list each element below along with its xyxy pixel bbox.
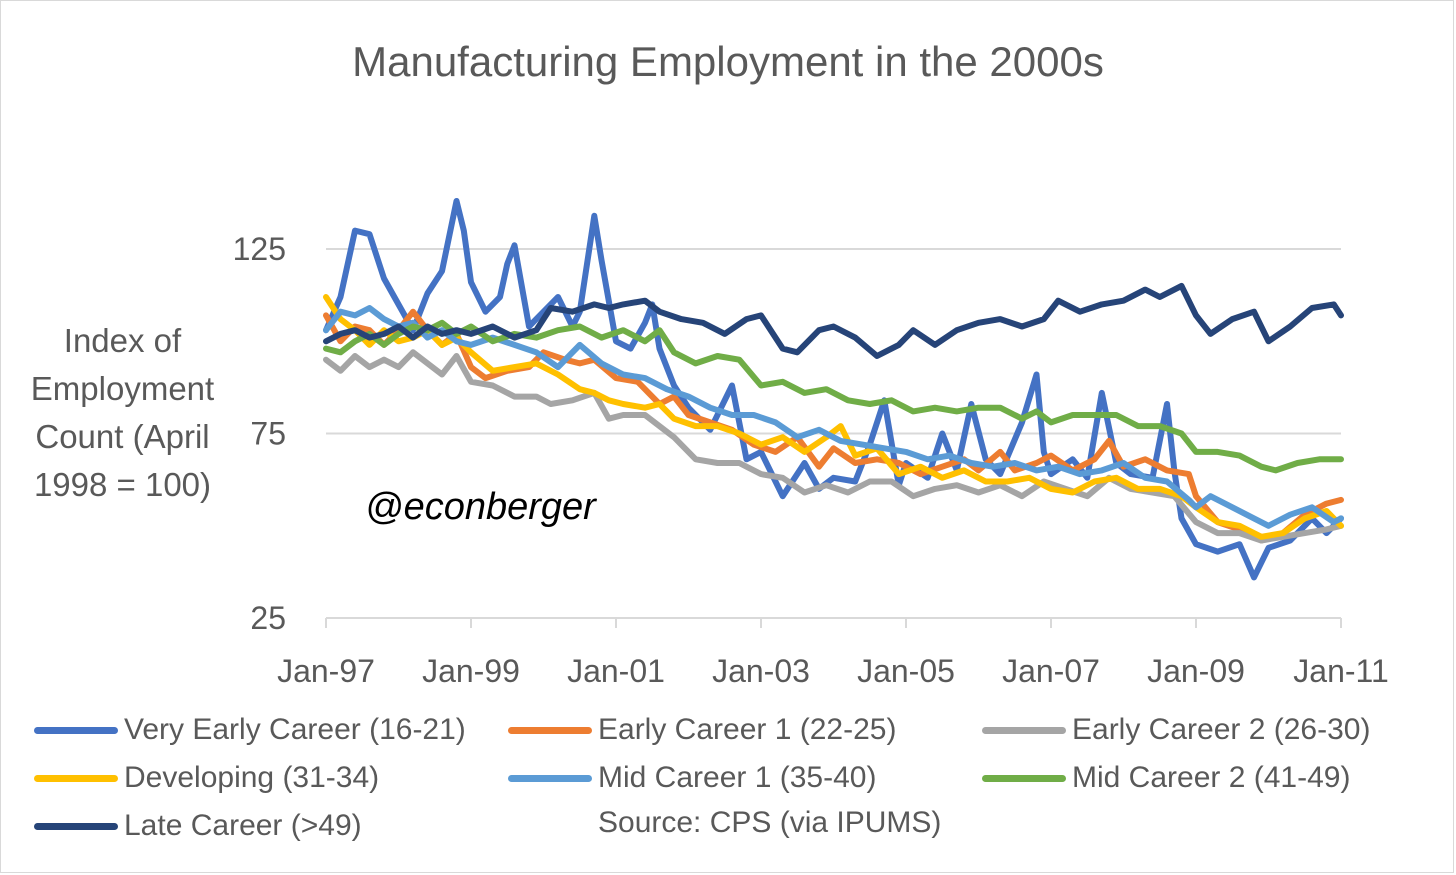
legend-swatch xyxy=(982,774,1066,782)
series-line-late-career-49 xyxy=(323,282,1344,359)
legend-swatch xyxy=(34,822,118,830)
legend-swatch xyxy=(508,726,592,734)
legend-item-early-career-1: Early Career 1 (22-25) xyxy=(508,708,896,752)
legend-label: Very Early Career (16-21) xyxy=(124,713,466,746)
y-tick-label-75: 75 xyxy=(250,416,286,452)
y-tick-label-125: 125 xyxy=(233,231,286,267)
x-tick-label-Jan-99: Jan-99 xyxy=(422,653,520,689)
x-tick-label-Jan-97: Jan-97 xyxy=(277,653,375,689)
legend-label: Late Career (>49) xyxy=(124,809,362,842)
legend-item-very-early-career: Very Early Career (16-21) xyxy=(34,708,466,752)
series-line-very-early-career-16-21 xyxy=(323,198,1344,581)
y-axis-label-line-3: Count (April xyxy=(35,418,210,455)
legend-swatch xyxy=(982,726,1066,734)
legend-item-late-career: Late Career (>49) xyxy=(34,804,362,848)
x-tick-label-Jan-07: Jan-07 xyxy=(1002,653,1100,689)
x-tick-label-Jan-01: Jan-01 xyxy=(567,653,665,689)
legend-label: Early Career 2 (26-30) xyxy=(1072,713,1371,746)
y-axis-label-line-2: Employment xyxy=(30,370,215,407)
series-line-early-career-2-26-30 xyxy=(323,349,1344,544)
legend-label: Mid Career 1 (35-40) xyxy=(598,761,877,794)
x-tick-label-Jan-05: Jan-05 xyxy=(857,653,955,689)
source-note: Source: CPS (via IPUMS) xyxy=(598,806,942,839)
series-line-mid-career-1-35-40 xyxy=(323,305,1344,529)
legend-item-early-career-2: Early Career 2 (26-30) xyxy=(982,708,1370,752)
legend-swatch xyxy=(34,726,118,734)
legend-label: Early Career 1 (22-25) xyxy=(598,713,897,746)
legend-item-mid-career-1: Mid Career 1 (35-40) xyxy=(508,756,876,800)
legend-item-mid-career-2: Mid Career 2 (41-49) xyxy=(982,756,1350,800)
x-tick-label-Jan-11: Jan-11 xyxy=(1293,653,1388,689)
x-tick-label-Jan-03: Jan-03 xyxy=(712,653,810,689)
y-tick-label-25: 25 xyxy=(250,600,286,636)
legend-label: Developing (31-34) xyxy=(124,761,380,794)
legend-item-developing: Developing (31-34) xyxy=(34,756,379,800)
y-axis-label-line-1: Index of xyxy=(63,322,182,359)
legend-swatch xyxy=(508,774,592,782)
legend-label: Mid Career 2 (41-49) xyxy=(1072,761,1351,794)
plot-area: 25 75 125 Jan-97 Jan-99 Jan-01 Jan-03 Jan-05 Jan… xyxy=(233,198,1389,689)
watermark-handle: @econberger xyxy=(365,486,596,528)
x-tick-label-Jan-09: Jan-09 xyxy=(1147,653,1245,689)
chart-title: Manufacturing Employment in the 2000s xyxy=(352,38,1104,85)
legend-swatch xyxy=(34,774,118,782)
y-axis-label-line-4: 1998 = 100) xyxy=(33,466,212,503)
